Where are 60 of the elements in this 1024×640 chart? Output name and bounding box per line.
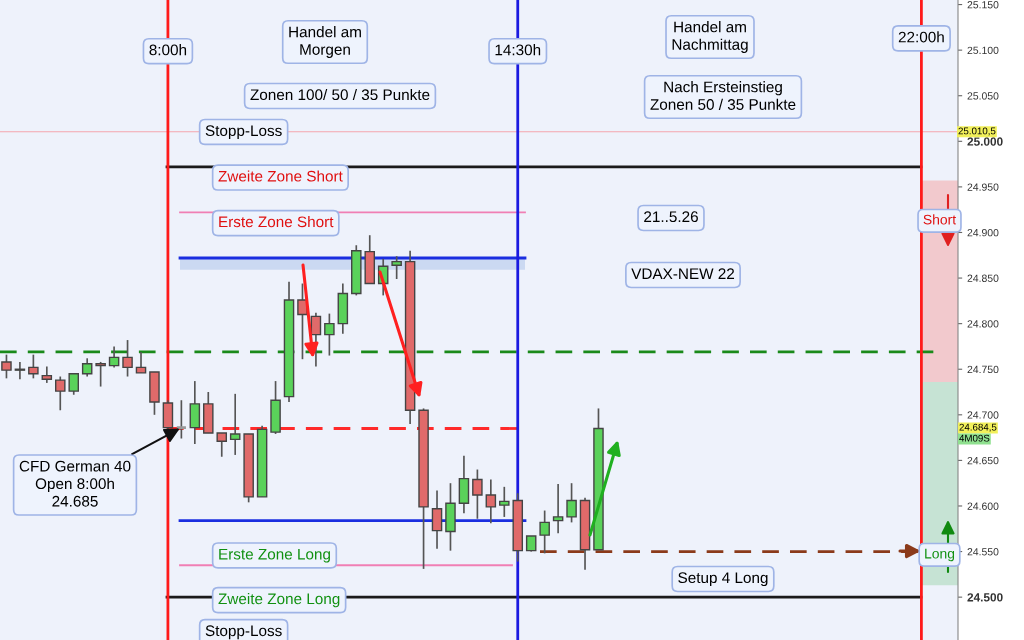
y-tick-label: 24.500 — [967, 593, 1003, 602]
candlestick — [539, 509, 550, 555]
text: 24.684,5 — [959, 423, 997, 432]
band-label: Short — [923, 214, 956, 225]
candlestick — [472, 468, 483, 520]
annotation: Handel am Nachmittag — [672, 21, 748, 53]
annotation: Zonen 100/ 50 / 35 Punkte — [250, 88, 430, 101]
candlestick — [324, 312, 335, 357]
candlestick — [81, 357, 93, 378]
annotation: VDAX-NEW 22 — [631, 268, 735, 279]
candlestick — [391, 255, 402, 280]
candlestick — [1, 353, 12, 380]
annotation: CFD German 40 Open 8:00h 24.685 — [19, 460, 131, 507]
ref-line-label: Zweite Zone Short — [218, 170, 343, 182]
annotation: 21..5.26 — [644, 211, 698, 223]
candlestick — [552, 483, 564, 535]
ref-line-label: Erste Zone Long — [219, 548, 330, 563]
y-tick-label: 25.100 — [967, 46, 999, 55]
candlestick — [122, 339, 133, 378]
y-tick-label: 24.550 — [967, 548, 999, 556]
y-tick-label: 24.800 — [967, 320, 999, 328]
y-tick-label: 25.150 — [967, 1, 999, 9]
candlestick — [229, 393, 241, 456]
candlestick — [431, 489, 443, 550]
ref-line-label: Zweite Zone Long — [218, 593, 340, 608]
candlestick — [108, 345, 120, 369]
ref-line-label: 14:30h — [495, 44, 541, 56]
candlestick — [566, 482, 577, 524]
band-label: Long — [925, 548, 955, 562]
annotation: Handel am Morgen — [289, 26, 361, 58]
ref-line-label: Stopp-Loss — [205, 125, 282, 140]
candlestick — [499, 486, 510, 518]
y-tick-label: 24.650 — [967, 456, 999, 465]
candlestick — [14, 361, 26, 381]
candlestick — [135, 351, 147, 374]
annotation: 25.010,5 — [958, 127, 996, 136]
y-tick-label: 25.000 — [967, 137, 1003, 146]
ref-line-label: Stopp-Loss — [205, 625, 282, 640]
candlestick — [28, 353, 39, 380]
y-tick-label: 24.700 — [967, 411, 999, 419]
ref-line-label: Erste Zone Short — [219, 215, 334, 228]
candlestick — [95, 361, 106, 388]
y-tick-label: 24.600 — [967, 502, 999, 510]
y-tick-label: 24.750 — [967, 365, 999, 374]
candlestick — [310, 311, 322, 368]
candlestick — [485, 478, 497, 525]
candlestick — [216, 432, 228, 458]
ref-line-label: 22:00h — [898, 31, 944, 43]
y-tick-label: 25.050 — [967, 92, 999, 100]
text: 4M09S — [959, 434, 990, 442]
y-tick-label: 24.950 — [967, 183, 999, 191]
candlestick — [55, 375, 66, 412]
annotation: Setup 4 Long — [678, 572, 768, 587]
annotation: Nach Ersteinstieg Zonen 50 / 35 Punkte — [650, 81, 796, 110]
y-tick-label: 24.850 — [967, 274, 999, 282]
candlestick — [68, 372, 80, 396]
ref-line-label: 8:00h — [149, 44, 187, 56]
candlestick — [189, 380, 201, 445]
candlestick — [175, 399, 188, 440]
y-tick-label: 24.900 — [967, 228, 999, 237]
